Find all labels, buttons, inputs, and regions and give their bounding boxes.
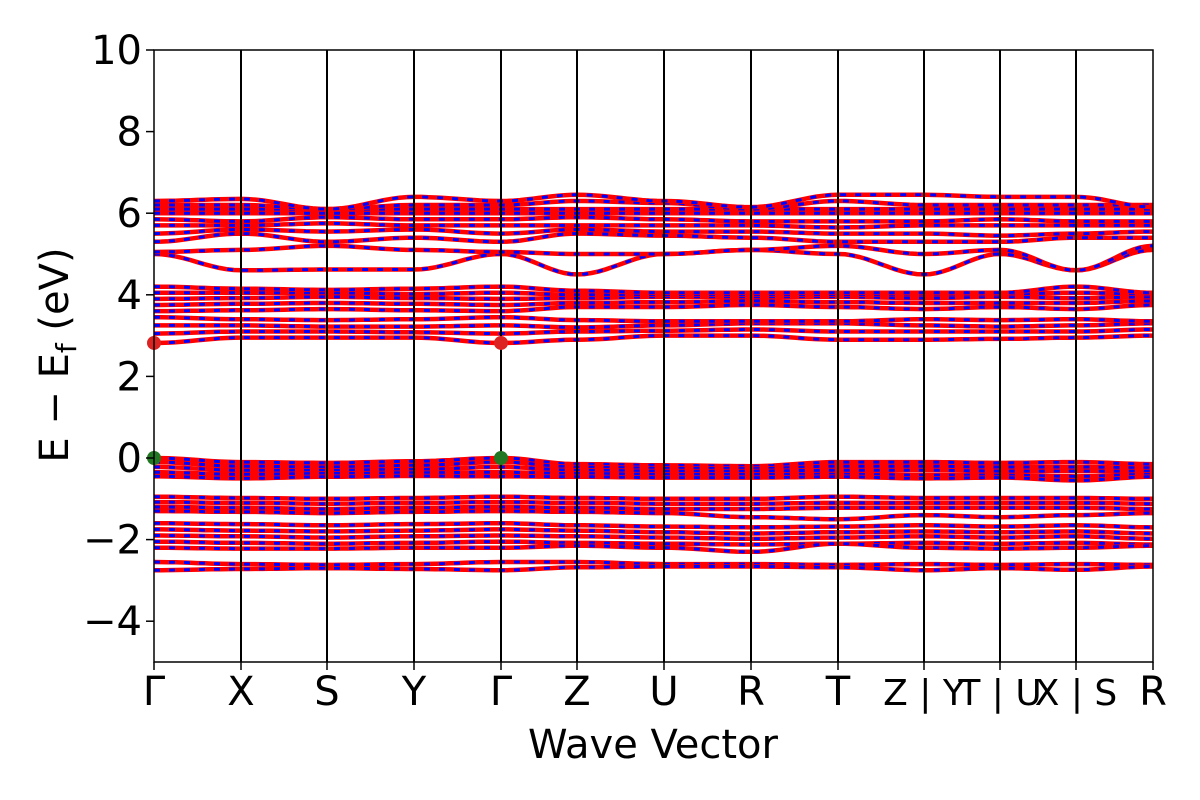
y-tick-label: 8: [117, 110, 142, 156]
y-axis-ticks: −4 −2 0 2 4 6 8 10: [83, 28, 154, 645]
high-symmetry-lines: [240, 50, 1077, 662]
y-tick-label: 4: [117, 273, 142, 319]
x-tick-label: R: [737, 669, 765, 715]
x-tick-label: X | S: [1035, 673, 1118, 714]
x-tick-label: T: [825, 669, 851, 715]
bands-layer: [153, 192, 1154, 573]
band-group-conduction-mid: [153, 284, 1154, 314]
x-tick-label: U: [649, 669, 678, 715]
band-group-valence-deep: [153, 559, 1154, 573]
y-tick-label: −4: [83, 599, 142, 645]
x-tick-label: Z | Y: [883, 673, 966, 714]
x-tick-label: R: [1139, 669, 1167, 715]
y-axis-title-main: E − E: [32, 353, 78, 463]
x-axis-title: Wave Vector: [528, 722, 779, 768]
band-group-valence-top: [153, 455, 1154, 483]
y-tick-label: 6: [117, 191, 142, 237]
y-axis-title-unit: (eV): [32, 247, 78, 343]
y-tick-label: 0: [117, 436, 142, 482]
x-axis-ticks: Γ X S Y Γ Z U R T Z | YT | UX | S R: [143, 662, 1167, 715]
band-group-conduction-upper: [153, 192, 1154, 277]
vbm-marker: [494, 451, 508, 465]
plot-frame: [153, 49, 1154, 663]
x-tick-label: Γ: [490, 669, 513, 715]
band-line-spin-up: [153, 243, 1154, 273]
y-axis-title-subscript: f: [50, 342, 83, 353]
band-group-valence-mid: [153, 494, 1153, 522]
x-tick-label: Y: [401, 669, 427, 715]
y-tick-label: 2: [117, 354, 142, 400]
x-tick-label: T | U: [957, 673, 1041, 714]
y-tick-label: −2: [83, 518, 142, 564]
x-tick-label: Γ: [143, 669, 166, 715]
x-tick-label: Z: [563, 669, 590, 715]
y-tick-label: 10: [91, 28, 142, 74]
x-tick-label: X: [227, 669, 254, 715]
x-tick-label: S: [314, 669, 339, 715]
cbm-marker: [494, 335, 508, 350]
band-group-conduction-low: [153, 314, 1153, 346]
y-axis-title: E − Ef (eV): [32, 247, 83, 462]
band-group-valence-low: [153, 521, 1154, 555]
